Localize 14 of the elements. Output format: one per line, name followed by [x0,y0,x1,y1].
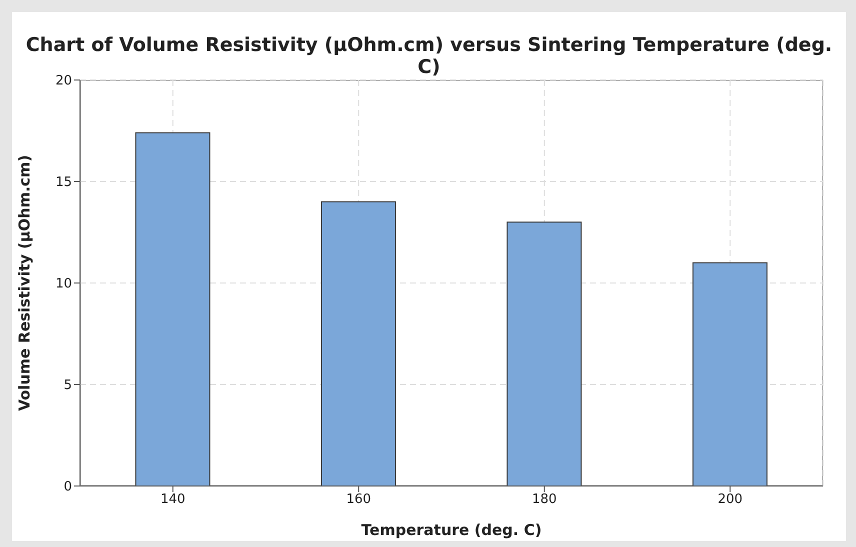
bar [135,132,210,486]
x-tick-label: 160 [346,492,372,508]
y-tick-label: 0 [64,480,72,495]
x-tick-label: 200 [718,492,743,508]
bar [506,222,582,486]
y-tick-label: 10 [55,276,72,292]
y-tick-label: 15 [55,175,72,190]
x-tick-label: 140 [160,492,186,508]
y-axis-title: Volume Resistivity (µOhm.cm) [15,154,34,412]
bar [692,262,768,486]
x-tick-label: 180 [532,492,557,508]
x-axis-title: Temperature (deg. C) [361,521,542,539]
bar [320,201,396,486]
y-tick-label: 5 [64,378,72,394]
